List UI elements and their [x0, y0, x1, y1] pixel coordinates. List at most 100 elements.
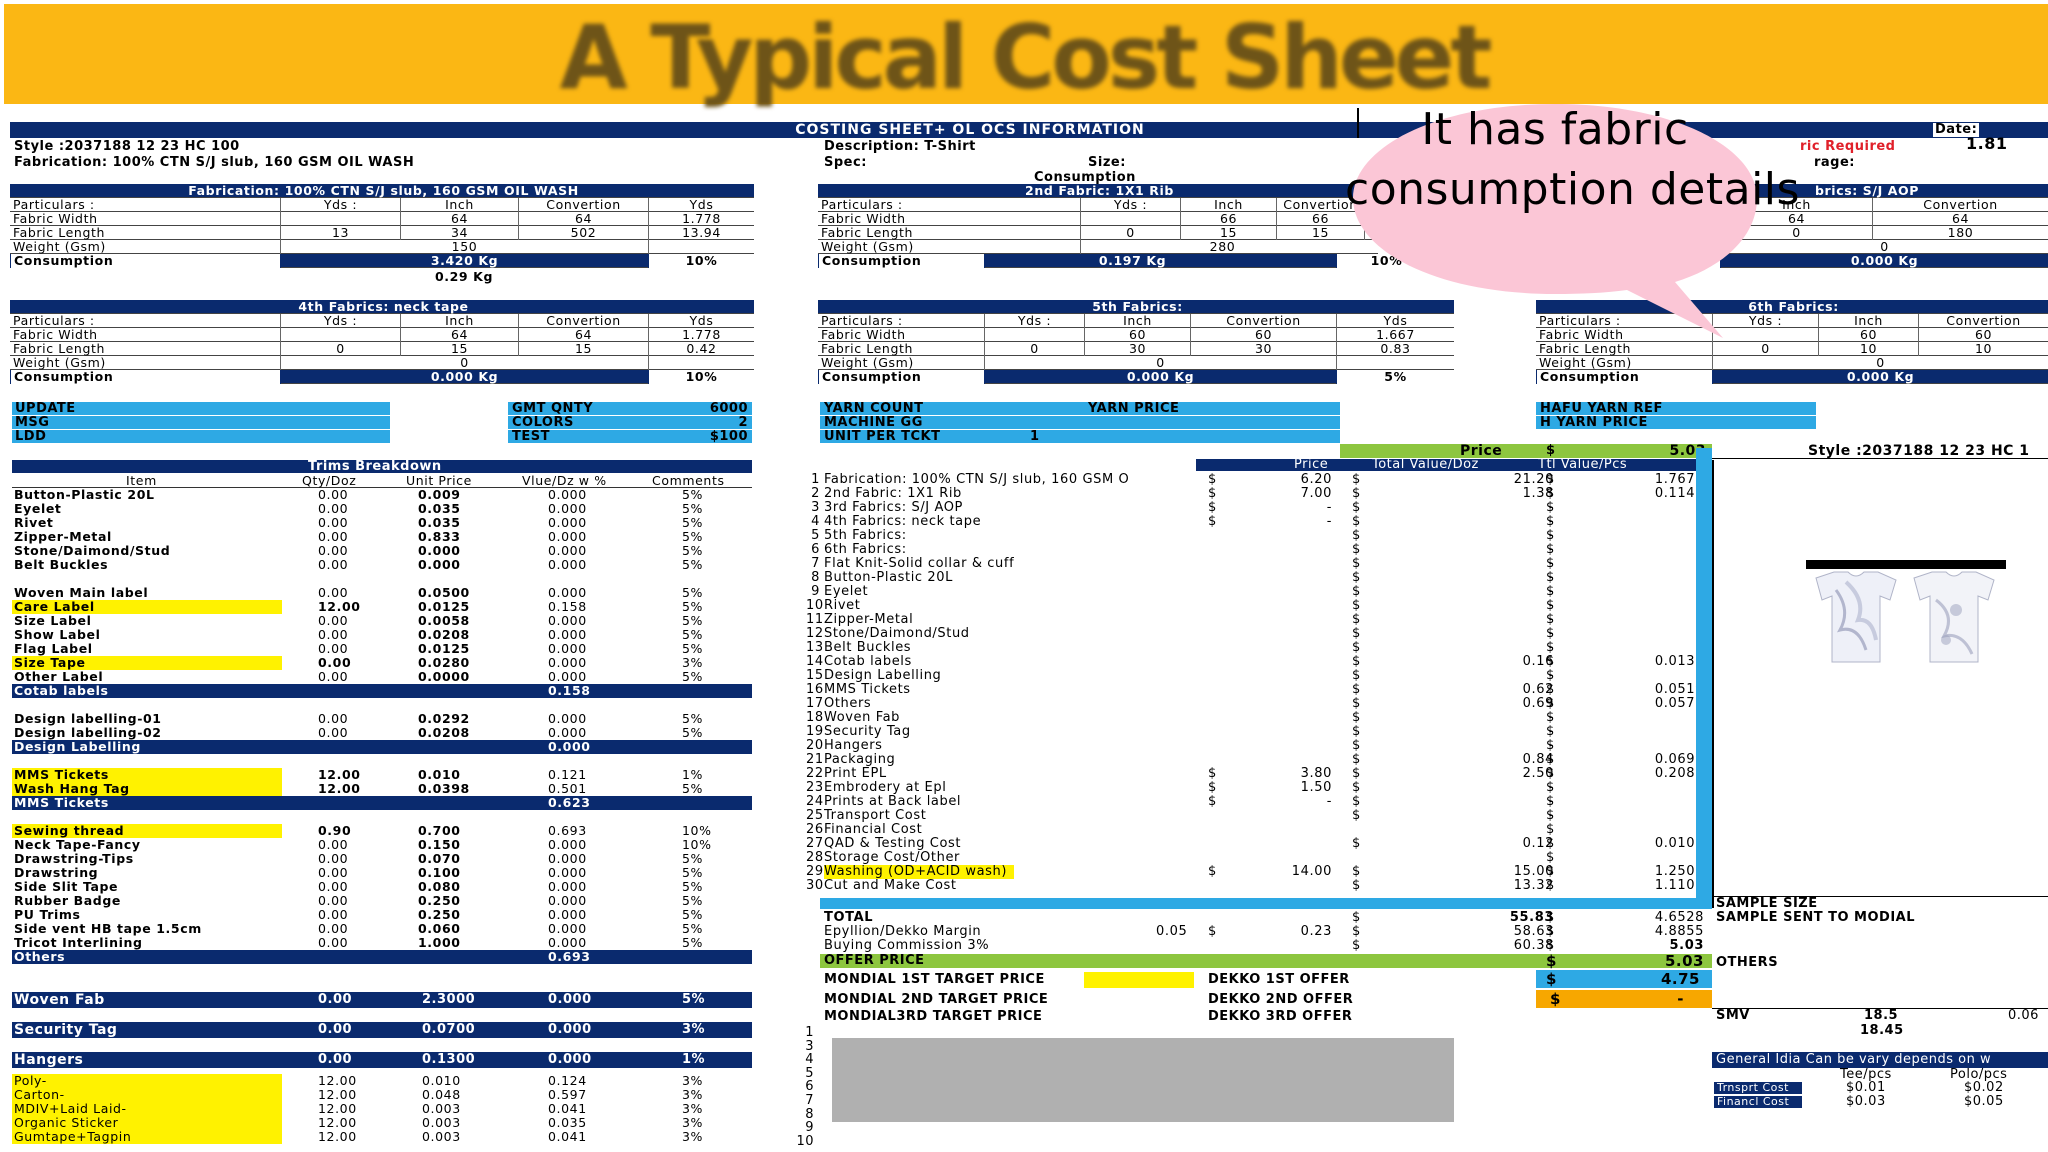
cost-right-stripe: [1696, 448, 1712, 900]
trims-cell: 0.000: [548, 529, 587, 544]
trims-cell: 5%: [682, 711, 704, 726]
trims-cell: 0.00: [318, 613, 349, 628]
cost-cell: 30: [806, 878, 824, 893]
callout-line-1: It has fabric: [1421, 104, 1689, 155]
size-label: Size:: [1088, 155, 1126, 170]
cost-cell: -: [1548, 584, 1554, 599]
trims-cell: 0.623: [548, 795, 591, 810]
trims-row: MMS Tickets 12.00 0.010 0.121 1%: [12, 768, 752, 782]
cost-cell: -: [1326, 500, 1332, 515]
cost-cell: 0.84: [1522, 752, 1554, 767]
trims-cell: Others: [14, 949, 66, 964]
trims-cell: 0.00: [318, 641, 349, 656]
dekko-offer-1: DEKKO 1ST OFFER: [1208, 972, 1350, 987]
grey-placeholder-block: [832, 1038, 1454, 1122]
trims-cell: 0.00: [318, 543, 349, 558]
cost-cell: $: [1352, 542, 1361, 557]
cost-cell: -: [1548, 500, 1554, 515]
packaging-cell: 0.124: [548, 1073, 587, 1088]
trims-cell: 5%: [682, 529, 704, 544]
trims-cell: 0.0292: [418, 711, 470, 726]
cost-cell: 0.0100: [1654, 836, 1704, 851]
cost-cell: $: [1352, 710, 1361, 725]
cost-cell: 6.20: [1300, 472, 1332, 487]
trims-cell: Belt Buckles: [14, 557, 109, 572]
cost-item-label: Zipper-Metal: [824, 613, 914, 627]
trims-cell: 0.00: [318, 655, 352, 670]
cost-cell: 7: [811, 556, 820, 571]
security-tag-row: Security Tag 0.00 0.0700 0.000 3%: [12, 1022, 752, 1038]
trims-cell: 0.000: [548, 907, 587, 922]
trims-row: Rivet 0.00 0.035 0.000 5%: [12, 516, 752, 530]
cost-cell: -: [1600, 543, 1704, 557]
cost-cell: -: [1600, 557, 1704, 571]
smv-value-2: 0.06: [2008, 1008, 2039, 1023]
trims-cell: 0.000: [548, 515, 587, 530]
trims-cell: 0.0500: [418, 585, 470, 600]
packaging-cell: 0.003: [422, 1101, 461, 1116]
callout-line-2: consumption details: [1345, 164, 1800, 215]
packaging-row: Gumtape+Tagpin 12.00 0.003 0.041 3%: [12, 1130, 752, 1144]
cost-cell: $: [1352, 794, 1361, 809]
cost-cell: $: [1208, 766, 1217, 781]
cost-item-label: Woven Fab: [824, 711, 901, 725]
fabric-row-length: Fabric Length 13 34 502 13.94: [10, 226, 754, 240]
cost-cell: 1.7670: [1654, 472, 1704, 487]
cost-cell: $: [1352, 724, 1361, 739]
cost-cell: 22: [806, 766, 824, 781]
cost-cell: 8: [811, 570, 820, 585]
packaging-cell: 3%: [682, 1101, 704, 1116]
cost-cell: 3: [811, 500, 820, 515]
packaging-row: Organic Sticker 12.00 0.003 0.035 3%: [12, 1116, 752, 1130]
cost-cell: -: [1600, 711, 1704, 725]
cost-cell: $: [1352, 668, 1361, 683]
title-bar: A Typical Cost Sheet: [0, 0, 2048, 109]
trims-cell: 0.0125: [418, 599, 470, 614]
cost-cell: 23: [806, 780, 824, 795]
trims-cell: 0.000: [548, 879, 587, 894]
fabric-extra-kg: 0.29 Kg: [434, 269, 494, 284]
trims-cell: 0.000: [418, 557, 461, 572]
cost-cell: [1236, 851, 1332, 865]
trims-cell: 10%: [682, 837, 712, 852]
financ-tee: $0.03: [1846, 1094, 1886, 1109]
cost-row: 1 Fabrication: 100% CTN S/J slub, 160 GSM…: [800, 473, 1712, 487]
cost-cell: $: [1352, 864, 1361, 879]
cost-cell: $: [1546, 668, 1555, 683]
trims-cell: 0.00: [318, 935, 349, 950]
trims-cell: 0.000: [548, 865, 587, 880]
trims-cell: 3%: [682, 655, 704, 670]
trims-cell: 5%: [682, 641, 704, 656]
trims-cell: Design labelling-02: [14, 725, 162, 740]
trims-cell: 0.0000: [418, 669, 470, 684]
target-1-input[interactable]: [1084, 972, 1194, 988]
trims-cell: Show Label: [14, 627, 101, 642]
cost-cell: 6: [811, 542, 820, 557]
trims-cell: 0.000: [548, 613, 587, 628]
trims-cell: 0.00: [318, 627, 349, 642]
trims-row: Tricot Interlining 0.00 1.000 0.000 5%: [12, 936, 752, 950]
trims-cell: Side vent HB tape 1.5cm: [14, 921, 202, 936]
title-background: [4, 4, 2048, 104]
costing-sheet-title: COSTING SHEET+ OL OCS INFORMATION: [795, 122, 1145, 138]
cost-cell: -: [1600, 571, 1704, 585]
cost-cell: -: [1600, 795, 1704, 809]
trims-cell: 0.000: [548, 893, 587, 908]
cost-cell: [1236, 683, 1332, 697]
fabric-row-width: Fabric Width 64 64 1.778: [10, 212, 754, 226]
cost-cell: 19: [806, 724, 824, 739]
trims-cell: Flag Label: [14, 641, 93, 656]
cost-cell: [1236, 641, 1332, 655]
cost-cell: $: [1546, 836, 1555, 851]
trims-cell: 10%: [682, 823, 712, 838]
trims-cell: 5%: [682, 921, 704, 936]
trims-cell: 0.000: [548, 711, 587, 726]
cost-item-label: Embrodery at Epl: [824, 781, 947, 795]
trims-cell: Zipper-Metal: [14, 529, 112, 544]
fabric-required-value: 1.81: [1966, 134, 2008, 153]
tshirt-image: [1806, 560, 2006, 670]
cost-cell: $: [1546, 878, 1555, 893]
